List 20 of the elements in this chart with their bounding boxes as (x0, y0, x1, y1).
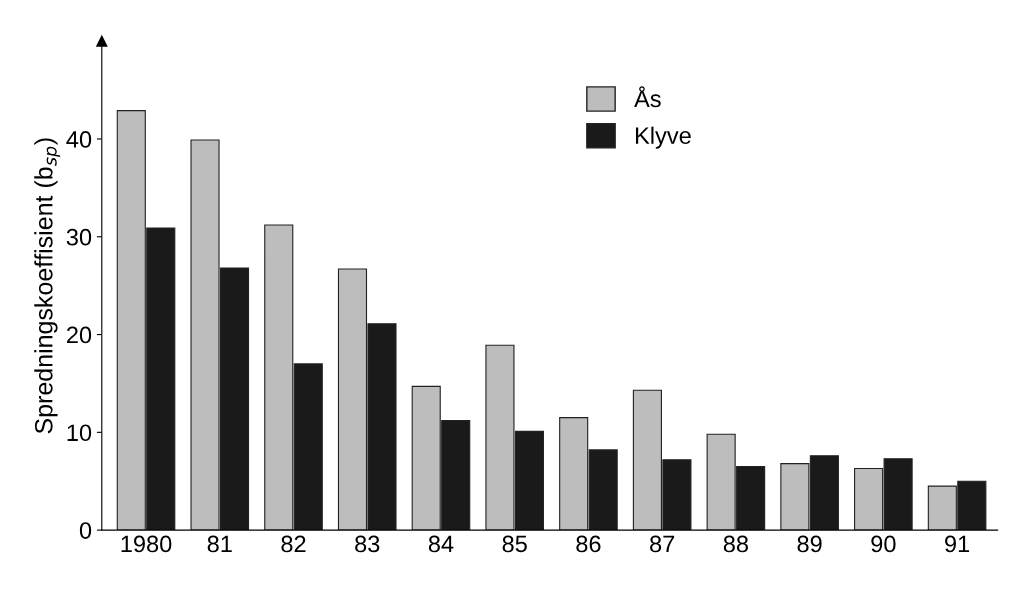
x-tick-label: 83 (355, 535, 380, 553)
x-tick-label: 82 (281, 535, 306, 553)
y-tick-label: 10 (67, 424, 92, 442)
x-tick-label: 88 (723, 535, 748, 553)
y-tick-label: 40 (66, 131, 92, 148)
y-axis-title: Spredningskoeffisient (b$_{sp}$) (34, 138, 61, 434)
x-tick-label: 1980 (121, 535, 172, 553)
x-tick-label: 84 (428, 535, 454, 553)
y-tick-label: 20 (67, 326, 92, 344)
y-tick-label: 0 (79, 522, 92, 539)
legend-label: Ås (634, 86, 661, 108)
legend-label: Klyve (635, 126, 691, 149)
x-tick-label: 85 (502, 535, 527, 553)
x-tick-label: 90 (871, 535, 896, 553)
x-tick-label: 86 (576, 535, 601, 553)
x-tick-label: 89 (797, 535, 822, 553)
x-tick-label: 91 (945, 535, 970, 553)
x-tick-label: 87 (650, 535, 675, 553)
y-tick-label: 30 (66, 228, 92, 246)
x-tick-label: 81 (207, 535, 232, 553)
